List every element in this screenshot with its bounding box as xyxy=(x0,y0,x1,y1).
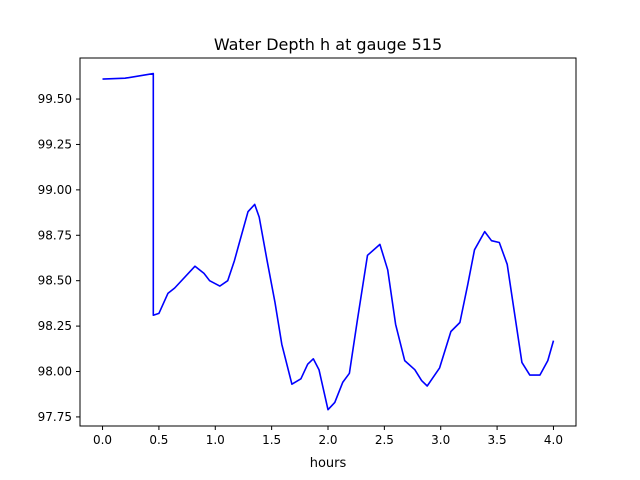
x-tick-label: 3.5 xyxy=(488,433,507,447)
y-tick-label: 98.00 xyxy=(38,365,72,379)
y-tick-label: 97.75 xyxy=(38,410,72,424)
y-tick-label: 99.25 xyxy=(38,137,72,151)
x-tick-label: 3.0 xyxy=(431,433,450,447)
x-tick-label: 1.0 xyxy=(206,433,225,447)
chart-title: Water Depth h at gauge 515 xyxy=(214,35,442,54)
series-line-h xyxy=(102,72,555,411)
y-tick-label: 98.25 xyxy=(38,319,72,333)
y-tick-label: 99.00 xyxy=(38,183,72,197)
x-tick-label: 4.0 xyxy=(544,433,563,447)
x-axis-label: hours xyxy=(310,456,347,471)
x-tick-label: 2.0 xyxy=(318,433,337,447)
y-tick-label: 98.50 xyxy=(38,274,72,288)
plot-area: 0.0 0.5 1.0 1.5 2.0 2.5 3.0 3.5 4.0 97.75 98.00 98.… xyxy=(38,72,563,447)
x-tick-label: 0.0 xyxy=(93,433,112,447)
x-tick-label: 1.5 xyxy=(262,433,281,447)
x-tick-label: 0.5 xyxy=(149,433,168,447)
axes-frame xyxy=(79,57,577,427)
y-tick-label: 99.50 xyxy=(38,92,72,106)
y-tick-label: 98.75 xyxy=(38,228,72,242)
x-tick-label: 2.5 xyxy=(375,433,394,447)
